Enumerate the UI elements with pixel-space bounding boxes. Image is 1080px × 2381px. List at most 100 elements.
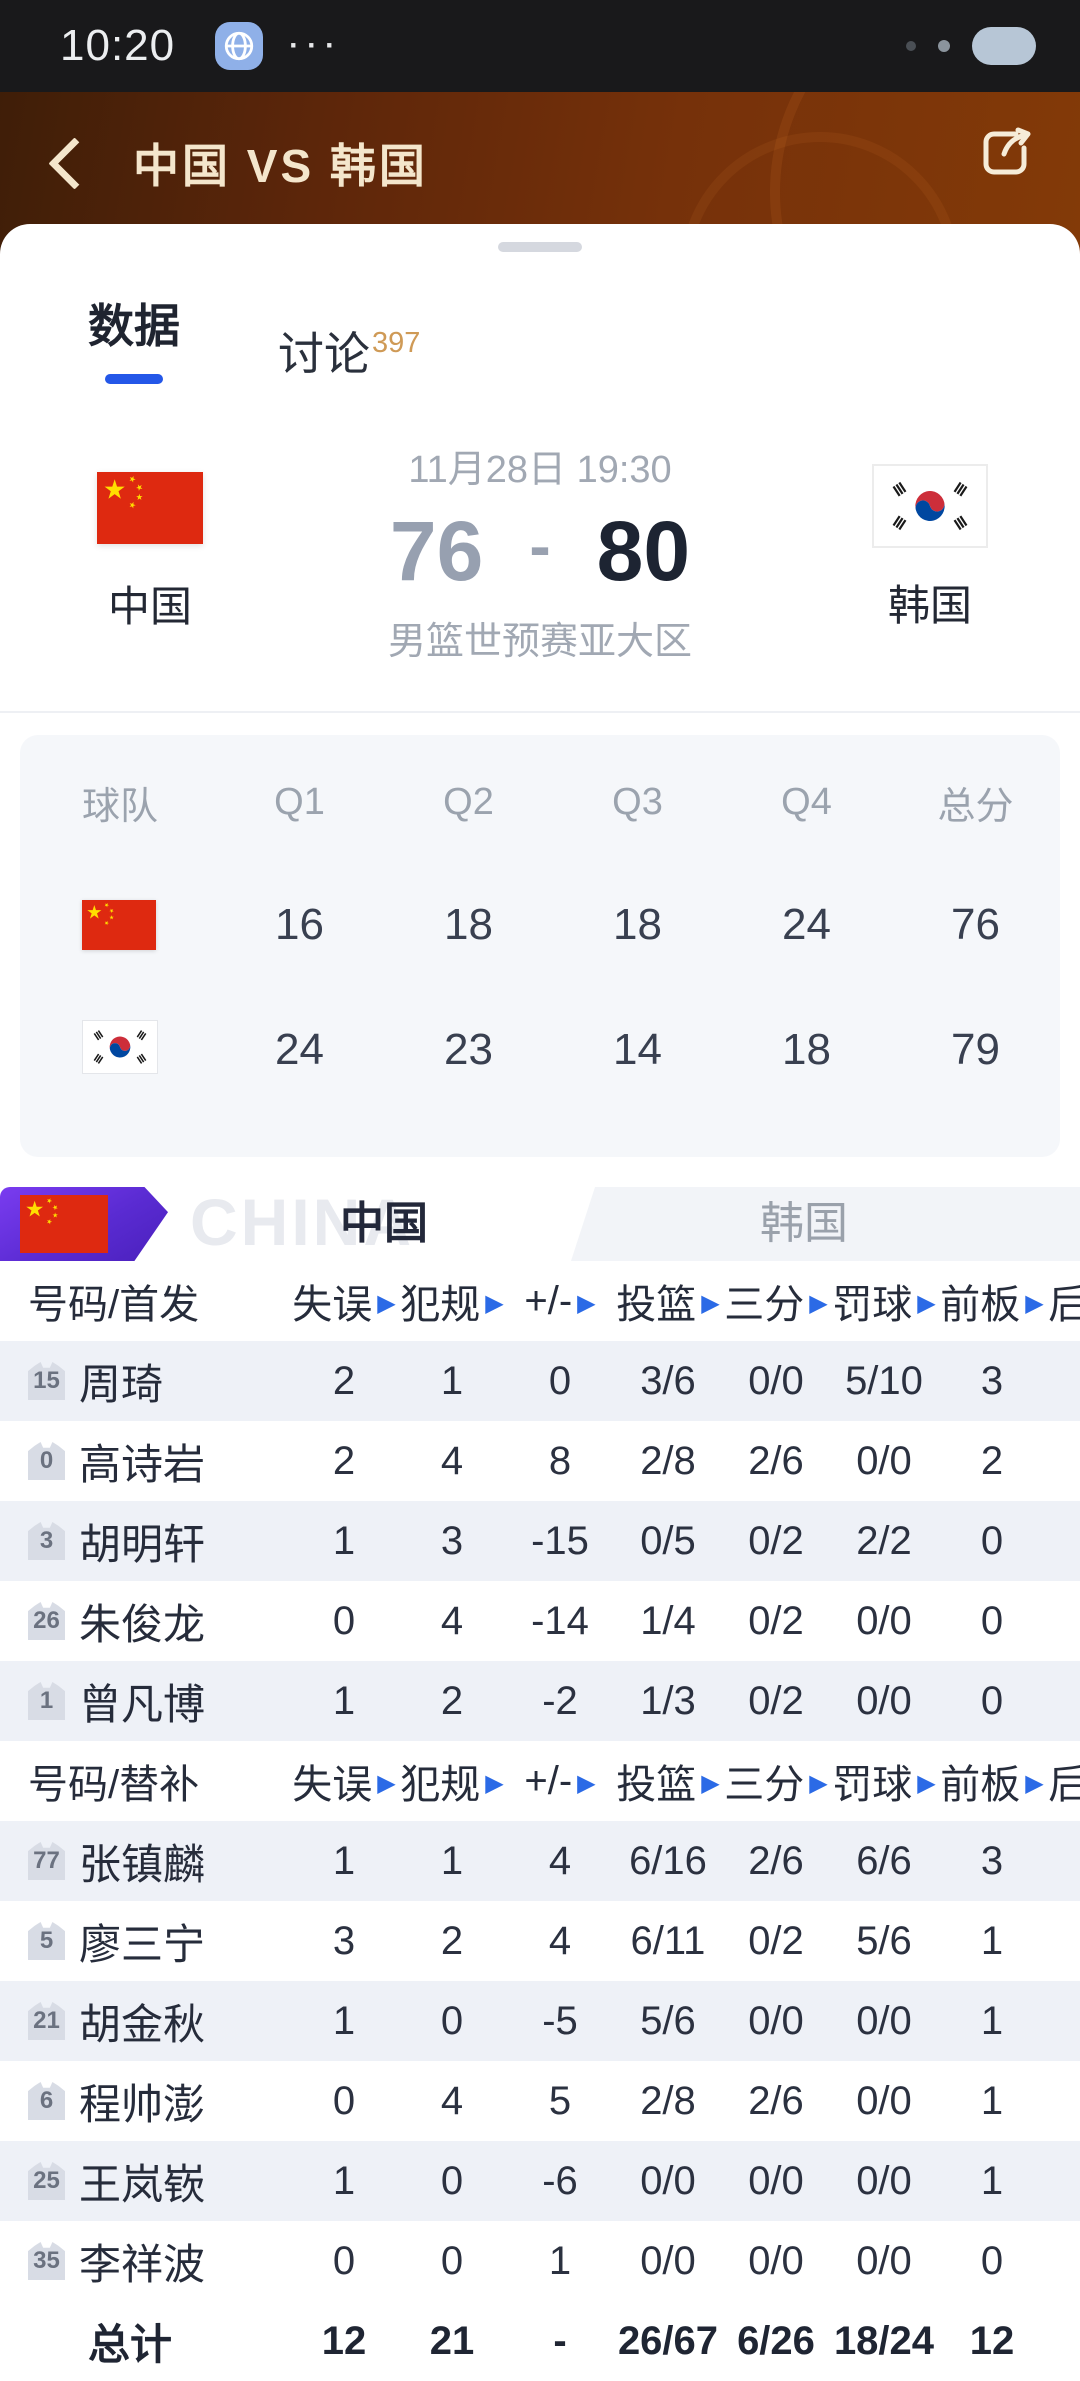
stat-cell: 6/6 — [856, 1838, 912, 1883]
tab-data[interactable]: 数据 — [88, 290, 180, 384]
player-row[interactable]: 0 高诗岩 2 4 8 2/8 2/6 0/0 2 — [0, 1421, 1080, 1501]
away-team-name: 韩国 — [887, 582, 972, 629]
column-header-fg[interactable]: 投篮 ▶ — [616, 1283, 720, 1327]
column-header-ft[interactable]: 罚球 ▶ — [832, 1763, 936, 1807]
total-label: 总计 — [88, 2320, 173, 2368]
tab-bar: 数据 讨论397 — [0, 234, 1080, 384]
sort-icon: ▶ — [377, 1769, 396, 1797]
back-chevron-icon[interactable] — [48, 136, 101, 190]
column-header-oreb[interactable]: 前板 ▶ — [940, 1283, 1044, 1327]
stat-cell: 0 — [980, 1518, 1004, 1563]
column-header-oreb[interactable]: 前板 ▶ — [940, 1763, 1044, 1807]
stat-cell: 6/11 — [630, 1918, 706, 1963]
score-cell: 79 — [951, 1024, 1000, 1074]
score-cell: 76 — [951, 900, 1000, 949]
column-header-q1: Q1 — [274, 781, 325, 823]
team-tab-china[interactable]: 中国 — [340, 1199, 428, 1248]
sort-icon: ▶ — [809, 1289, 828, 1317]
column-header-ft[interactable]: 罚球 ▶ — [832, 1283, 936, 1327]
player-name: 张镇麟 — [79, 1840, 206, 1888]
stat-cell: 1/4 — [640, 1598, 696, 1643]
stat-cell: 0 — [332, 1598, 356, 1643]
tab-discussion[interactable]: 讨论397 — [278, 327, 421, 380]
home-team-name: 中国 — [107, 583, 192, 630]
stat-cell: 0/5 — [640, 1518, 696, 1563]
content-sheet: 数据 讨论397 中国 11月28日 19:30 76 - 80 男篮世预赛亚大… — [0, 224, 1080, 2381]
score-cell: 18 — [782, 1024, 831, 1074]
stat-cell: 4 — [440, 2078, 464, 2123]
player-row[interactable]: 26 朱俊龙 0 4 -14 1/4 0/2 0/0 0 — [0, 1581, 1080, 1661]
total-cell: 12 — [321, 2318, 367, 2363]
player-row[interactable]: 35 李祥波 0 0 1 0/0 0/0 0/0 0 — [0, 2221, 1080, 2301]
player-row[interactable]: 3 胡明轩 1 3 -15 0/5 0/2 2/2 0 — [0, 1501, 1080, 1581]
stat-cell: 0 — [440, 2238, 464, 2283]
stat-cell: 0/0 — [748, 2158, 804, 2203]
team-tab-korea[interactable]: 韩国 — [760, 1199, 848, 1248]
stat-cell: 0/2 — [748, 1678, 804, 1723]
column-header-3pt[interactable]: 三分 ▶ — [724, 1283, 828, 1327]
column-header-3pt[interactable]: 三分 ▶ — [724, 1763, 828, 1807]
column-header-dreb-clipped[interactable]: 后板▶ — [1048, 1763, 1080, 1807]
player-row[interactable]: 21 胡金秋 1 0 -5 5/6 0/0 0/0 1 — [0, 1981, 1080, 2061]
column-header-fg[interactable]: 投篮 ▶ — [616, 1763, 720, 1807]
column-header-plusminus[interactable]: +/- ▶ — [524, 1758, 596, 1803]
column-header-turnovers[interactable]: 失误 ▶ — [292, 1763, 396, 1807]
stat-cell: -14 — [531, 1598, 589, 1643]
total-cell: 12 — [969, 2318, 1015, 2363]
stat-cell: -15 — [531, 1518, 589, 1563]
score-cell: 18 — [444, 900, 493, 949]
sort-icon: ▶ — [1025, 1289, 1044, 1317]
tournament-name: 男篮世预赛亚大区 — [387, 621, 692, 663]
away-team: 韩国 — [780, 436, 1080, 665]
player-row[interactable]: 5 廖三宁 3 2 4 6/11 0/2 5/6 1 — [0, 1901, 1080, 1981]
away-score: 80 — [596, 504, 691, 598]
stat-cell: 0 — [440, 1998, 464, 2043]
total-cell: 6/26 — [737, 2318, 815, 2363]
stat-cell: 4 — [548, 1918, 572, 1963]
stat-cell: 2 — [332, 1438, 356, 1483]
player-row[interactable]: 1 曾凡博 1 2 -2 1/3 0/2 0/0 0 — [0, 1661, 1080, 1741]
stat-cell: 1/3 — [640, 1678, 696, 1723]
stat-cell: 5/6 — [856, 1918, 912, 1963]
stat-cell: 1 — [332, 1678, 356, 1723]
page-title: 中国 VS 韩国 — [133, 140, 428, 192]
stat-cell: 0/0 — [748, 1998, 804, 2043]
player-row[interactable]: 25 王岚嵚 1 0 -6 0/0 0/0 0/0 1 — [0, 2141, 1080, 2221]
stat-cell: 4 — [440, 1438, 464, 1483]
score-cell: 24 — [782, 900, 831, 949]
player-name: 王岚嵚 — [79, 2160, 206, 2208]
drag-handle[interactable] — [498, 242, 582, 252]
stat-cell: 0/2 — [748, 1598, 804, 1643]
stat-cell: 2/6 — [748, 1838, 804, 1883]
player-row[interactable]: 6 程帅澎 0 4 5 2/8 2/6 0/0 1 — [0, 2061, 1080, 2141]
sort-icon: ▶ — [809, 1769, 828, 1797]
sort-icon: ▶ — [917, 1769, 936, 1797]
total-row: 总计 12 21 - 26/67 6/26 18/24 12 — [0, 2301, 1080, 2381]
score-cell: 14 — [613, 1024, 662, 1074]
jersey-number-badge: 21 — [28, 2002, 65, 2040]
column-header-fouls[interactable]: 犯规 ▶ — [400, 1763, 504, 1807]
jersey-number-badge: 5 — [28, 1922, 65, 1960]
player-name: 李祥波 — [79, 2240, 206, 2288]
column-header-fouls[interactable]: 犯规 ▶ — [400, 1283, 504, 1327]
sort-icon: ▶ — [485, 1289, 504, 1317]
stat-cell: 1 — [980, 2158, 1004, 2203]
score-cell: 23 — [444, 1024, 493, 1074]
share-icon[interactable] — [976, 120, 1038, 182]
stat-cell: 3 — [440, 1518, 464, 1563]
column-header-dreb-clipped[interactable]: 后板▶ — [1048, 1283, 1080, 1327]
column-header-total: 总分 — [937, 786, 1014, 828]
stat-cell: 1 — [332, 2158, 356, 2203]
column-header-plusminus[interactable]: +/- ▶ — [524, 1278, 596, 1323]
player-row[interactable]: 15 周琦 2 1 0 3/6 0/0 5/10 3 — [0, 1341, 1080, 1421]
jersey-number-badge: 25 — [28, 2162, 65, 2200]
stat-cell: 4 — [440, 1598, 464, 1643]
sort-icon: ▶ — [577, 1769, 596, 1797]
player-name: 胡明轩 — [79, 1520, 206, 1568]
player-row[interactable]: 77 张镇麟 1 1 4 6/16 2/6 6/6 3 — [0, 1821, 1080, 1901]
stat-cell: 3 — [332, 1918, 356, 1963]
player-name: 曾凡博 — [79, 1680, 206, 1728]
jersey-number-badge: 77 — [28, 1842, 65, 1880]
status-icons — [906, 0, 1036, 92]
column-header-turnovers[interactable]: 失误 ▶ — [292, 1283, 396, 1327]
